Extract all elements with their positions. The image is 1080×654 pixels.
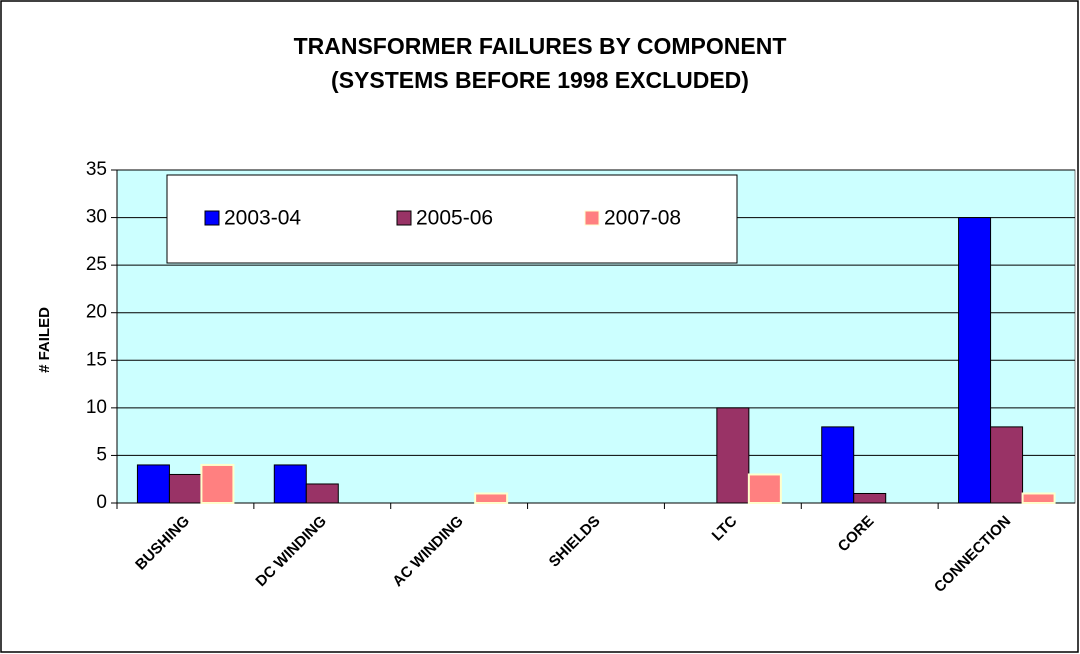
bar [305, 483, 339, 504]
bar [273, 464, 307, 504]
bar [168, 473, 202, 504]
y-tick-label: 15 [86, 349, 107, 370]
bar [958, 217, 992, 504]
bar [474, 492, 509, 505]
legend-box [166, 174, 738, 264]
y-tick-label: 20 [86, 302, 107, 323]
chart-subtitle: (SYSTEMS BEFORE 1998 EXCLUDED) [331, 67, 749, 93]
bar [853, 492, 887, 504]
bar [136, 464, 170, 504]
y-tick-label: 35 [86, 159, 107, 180]
chart-title: TRANSFORMER FAILURES BY COMPONENT [294, 33, 787, 59]
y-tick-label: 30 [86, 207, 107, 228]
bar [821, 426, 855, 504]
bar [716, 407, 750, 504]
y-tick-label: 25 [86, 254, 107, 275]
y-tick-label: 0 [96, 492, 107, 513]
y-axis-label: # FAILED [36, 307, 53, 373]
legend-swatch [204, 210, 220, 226]
bar [747, 473, 782, 505]
bar [1021, 492, 1056, 505]
legend-label: 2005-06 [416, 207, 493, 230]
legend-swatch [584, 210, 600, 226]
y-tick-label: 5 [96, 444, 107, 465]
legend-label: 2003-04 [224, 207, 301, 230]
y-tick-label: 10 [86, 397, 107, 418]
bar [200, 463, 235, 505]
legend-swatch [396, 210, 412, 226]
bar [990, 426, 1024, 504]
legend-label: 2007-08 [604, 207, 681, 230]
